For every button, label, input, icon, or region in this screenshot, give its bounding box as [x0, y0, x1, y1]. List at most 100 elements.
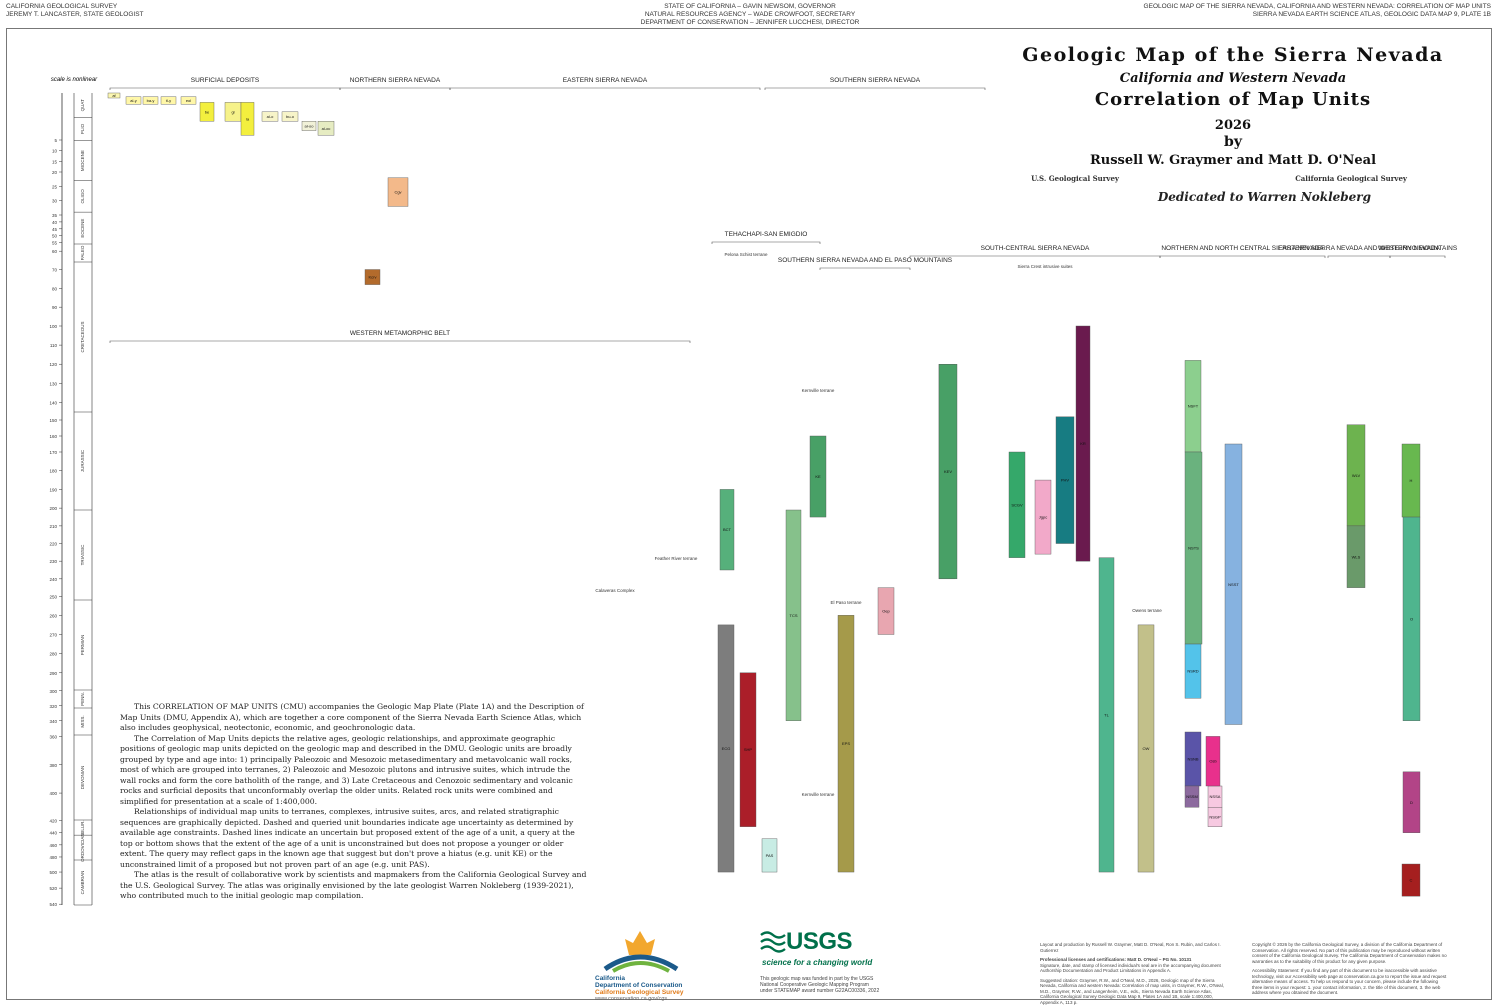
- age-tick-label: 140: [49, 400, 57, 405]
- age-tick-label: 380: [49, 763, 57, 768]
- age-tick-label: 440: [49, 831, 57, 836]
- period-label: CRETACEOUS: [80, 322, 85, 353]
- unit-label-NSTS: NSTS: [1188, 546, 1199, 551]
- period-label: OLIGO: [80, 189, 85, 204]
- unit-label-KR: KR: [1080, 441, 1086, 446]
- age-tick-label: 400: [49, 791, 57, 796]
- age-tick-label: 15: [52, 159, 58, 164]
- unit-label-NSGP: NSGP: [1209, 814, 1221, 819]
- credits-accessibility: Accessibility Statement: If you find any…: [1252, 968, 1447, 995]
- unit-label-SCGV: SCGV: [1011, 502, 1023, 507]
- group-bracket-1: [339, 87, 451, 90]
- unit-box-D: [1402, 771, 1421, 833]
- paragraph-4: The atlas is the result of collaborative…: [120, 870, 587, 900]
- header-left-line-2: JEREMY T. LANCASTER, STATE GEOLOGIST: [6, 11, 144, 18]
- age-tick-label: 25: [52, 184, 58, 189]
- age-tick-label: 160: [49, 434, 57, 439]
- usgs-wave-icon: [760, 931, 786, 953]
- unit-box-NSRD: [1184, 643, 1202, 699]
- credits-licenses: Professional licenses and certifications…: [1040, 957, 1192, 962]
- unit-box-ba-y: [142, 96, 159, 105]
- unit-label-C: C: [1410, 878, 1413, 883]
- credits-citation: Suggested citation: Graymer, R.W., and O…: [1040, 977, 1224, 1005]
- cdc-line-3: California Geological Survey: [595, 989, 684, 996]
- unit-label-eol: eol: [186, 98, 191, 103]
- unit-box-C: [1401, 863, 1421, 897]
- unit-label-WLV: WLV: [1352, 473, 1361, 478]
- annotation-columbia: Calaveras Complex: [595, 588, 635, 593]
- annotation-feather: Feather River terrane: [655, 556, 698, 561]
- period-label: SILUR.: [80, 820, 85, 835]
- age-tick-label: 320: [49, 704, 57, 709]
- header-center: STATE OF CALIFORNIA – GAVIN NEWSOM, GOVE…: [560, 3, 940, 27]
- unit-box-al-oo: [301, 120, 317, 131]
- header-right-line-2: SIERRA NEVADA EARTH SCIENCE ATLAS, GEOLO…: [1252, 11, 1491, 18]
- group-label-10: WHITE-INYO MOUNTAINS: [1378, 245, 1458, 252]
- age-tick-label: 340: [49, 719, 57, 724]
- unit-label-NSST: NSST: [1228, 582, 1239, 587]
- period-label: CAMBRIAN: [80, 871, 85, 895]
- annotation-sierra_crest: Sierra Crest intrusive suites: [1017, 264, 1073, 269]
- header-left: CALIFORNIA GEOLOGICAL SURVEY JEREMY T. L…: [6, 3, 144, 19]
- group-bracket-5: [711, 241, 821, 244]
- credits-copyright: Copyright © 2026 by the California Geolo…: [1252, 942, 1447, 964]
- period-label: JURASSIC: [80, 449, 85, 472]
- usgs-wordmark: USGS: [786, 928, 853, 955]
- group-label-0: SURFICIAL DEPOSITS: [191, 77, 260, 84]
- age-tick-label: 260: [49, 613, 57, 618]
- age-tick-label: 30: [52, 199, 58, 204]
- unit-box-KR: [1075, 325, 1091, 562]
- group-bracket-6: [819, 267, 911, 270]
- paragraph-1: This CORRELATION OF MAP UNITS (CMU) acco…: [120, 702, 584, 732]
- age-tick-label: 280: [49, 652, 57, 657]
- unit-box-al-o: [261, 111, 279, 122]
- group-label-6: SOUTHERN SIERRA NEVADA AND EL PASO MOUNT…: [778, 257, 953, 264]
- cdc-line-4[interactable]: www.conservation.ca.gov/cgs: [595, 996, 668, 1002]
- age-tick-label: 480: [49, 855, 57, 860]
- group-bracket-4: [109, 340, 691, 343]
- unit-label-EPS: EPS: [842, 741, 850, 746]
- annotation-kernville_top: Kernville terrane: [802, 388, 835, 393]
- annotation-kernville_bottom: Kernville terrane: [802, 792, 835, 797]
- age-tick-label: 180: [49, 469, 57, 474]
- logo-arc-green: [611, 961, 670, 973]
- funding-note: This geologic map was funded in part by …: [760, 976, 880, 994]
- unit-box-O: [1402, 516, 1421, 721]
- age-tick-label: 60: [52, 249, 58, 254]
- age-tick-label: 270: [49, 632, 57, 637]
- age-tick-label: 520: [49, 886, 57, 891]
- age-tick-label: 220: [49, 542, 57, 547]
- period-label: ORDOVICIAN: [80, 833, 85, 862]
- age-tick-label: 70: [52, 268, 58, 273]
- unit-label-SHP: SHP: [744, 747, 753, 752]
- page-subtitle: California and Western Nevada: [1119, 71, 1347, 86]
- unit-label-TCS: TCS: [790, 613, 798, 618]
- title-by: by: [1224, 134, 1242, 150]
- unit-box-EPS: [837, 615, 855, 873]
- unit-label-al-y: al-y: [130, 98, 136, 103]
- group-bracket-8: [1159, 255, 1326, 258]
- unit-label-al-o: al-o: [267, 114, 274, 119]
- unit-label-NSSM: NSSM: [1186, 794, 1198, 799]
- unit-box-NSSM: [1184, 785, 1200, 808]
- group-label-9: EASTERN SIERRA NEVADA AND WESTERN NEVADA: [1278, 245, 1440, 252]
- unit-box-KE: [809, 435, 827, 518]
- age-tick-label: 5: [54, 138, 57, 143]
- usgs-logo: USGS science for a changing world: [760, 928, 872, 968]
- age-tick-label: 240: [49, 577, 57, 582]
- period-label: PLIO: [80, 123, 85, 134]
- unit-box-NSST: [1224, 443, 1243, 725]
- header-center-line-2: NATURAL RESOURCES AGENCY – WADE CROWFOOT…: [644, 11, 856, 18]
- unit-label-Jgpc: Jgpc: [1039, 515, 1047, 520]
- unit-label-Cgv: Cgv: [394, 190, 401, 195]
- page-title: Geologic Map of the Sierra Nevada: [1022, 44, 1444, 66]
- age-tick-label: 300: [49, 689, 57, 694]
- unit-label-PHV: PHV: [1061, 478, 1070, 483]
- unit-box-Oep: [877, 587, 895, 635]
- period-label: DEVONIAN: [80, 766, 85, 790]
- unit-box-KEV: [938, 364, 958, 580]
- age-tick-label: 200: [49, 506, 57, 511]
- unit-label-al-oo: al-oo: [305, 123, 315, 128]
- unit-box-PAS: [761, 838, 778, 873]
- group-bracket-2: [449, 87, 761, 90]
